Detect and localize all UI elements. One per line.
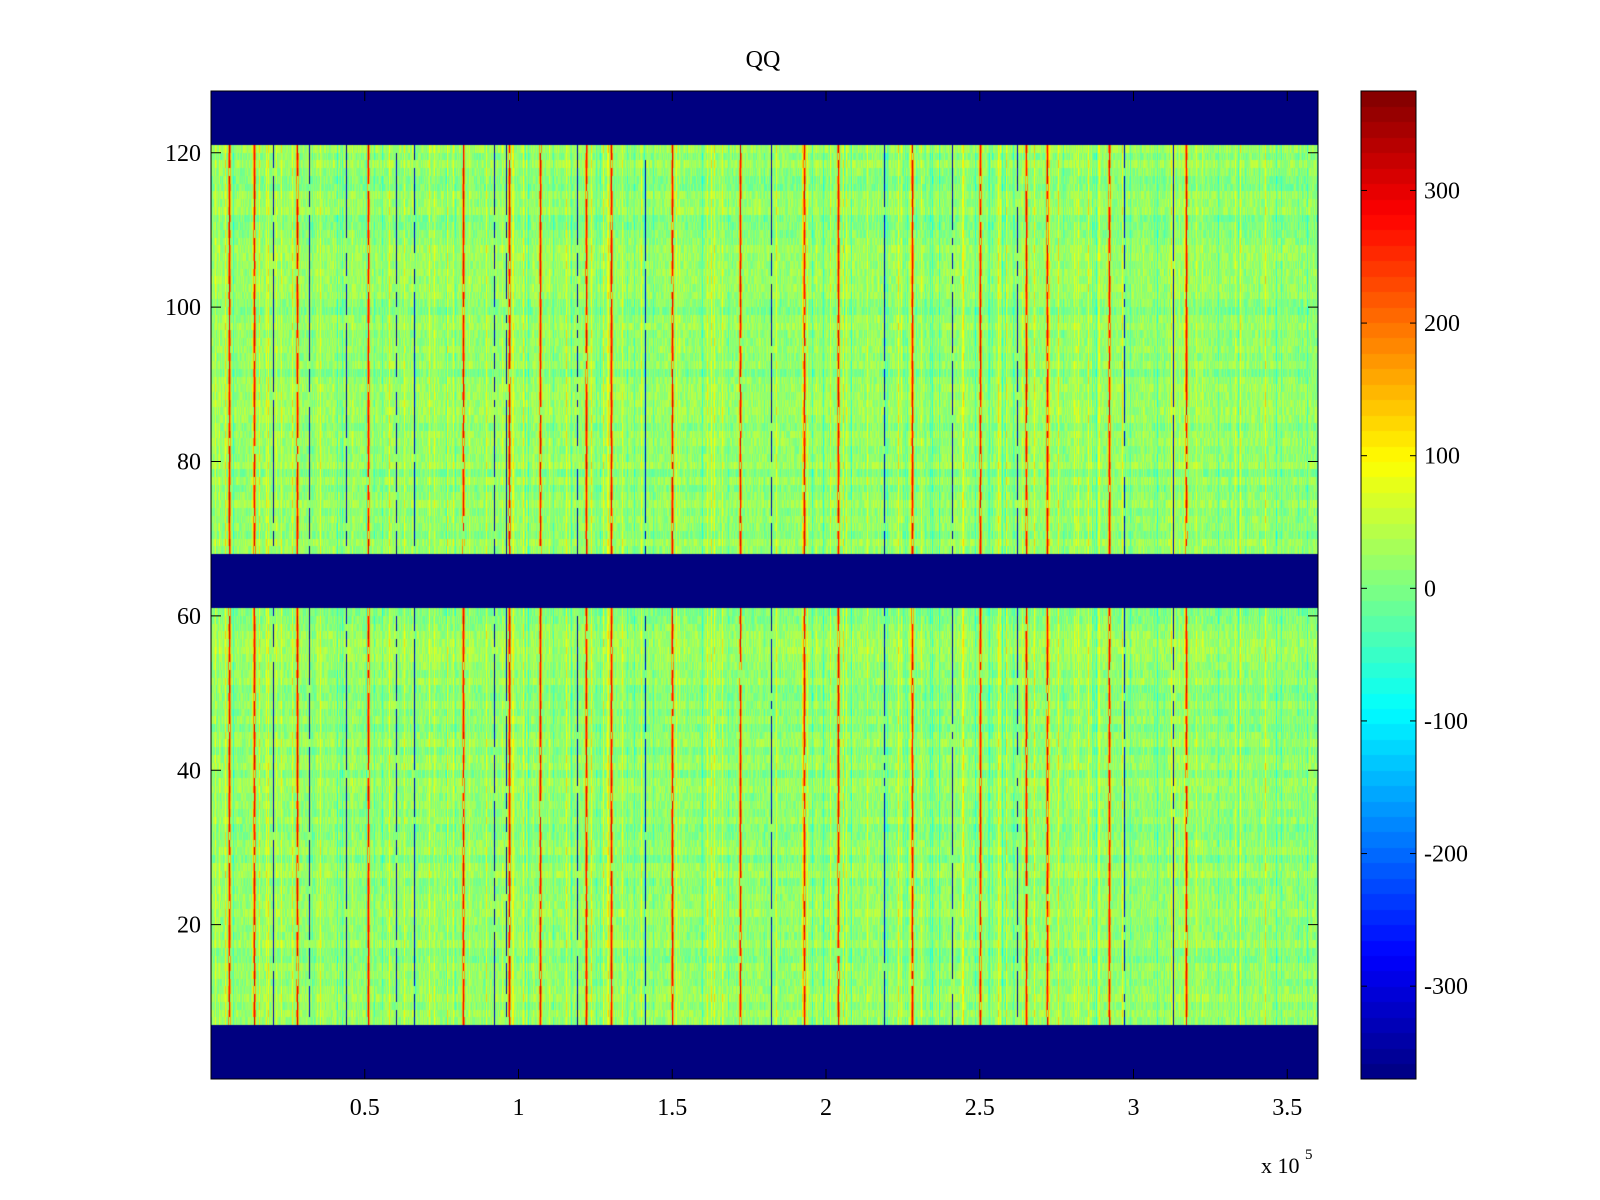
colorbar-gradient: [1361, 91, 1416, 1079]
y-tick-label: 40: [177, 758, 201, 784]
x-tick-label: 2: [820, 1095, 832, 1121]
y-tick-label: 60: [177, 604, 201, 630]
x-tick-label: 3: [1128, 1095, 1140, 1121]
colorbar-tick-label: 300: [1424, 178, 1460, 204]
colorbar-axis: 300 200 100 0 -100 -200 -300: [1361, 178, 1468, 1000]
x-axis: 0.5 1 1.5 2 2.5 3 3.5: [350, 91, 1302, 1121]
x-tick-label: 1: [513, 1095, 525, 1121]
y-axis: 20 40 60 80 100 120: [165, 141, 1318, 939]
x-tick-label: 2.5: [965, 1095, 995, 1121]
x-tick-label: 0.5: [350, 1095, 380, 1121]
colorbar-tick-label: 100: [1424, 444, 1460, 470]
colorbar-tick-label: -100: [1424, 709, 1468, 735]
x-exponent-base: x 10: [1261, 1153, 1300, 1178]
plot-area-frame: [210, 90, 1319, 1080]
chart-title: QQ: [746, 47, 781, 73]
y-tick-label: 80: [177, 450, 201, 476]
heatmap-image: [211, 91, 1318, 1079]
y-tick-label: 100: [165, 295, 201, 321]
x-tick-label: 1.5: [657, 1095, 687, 1121]
colorbar-frame: [1360, 90, 1417, 1080]
colorbar-tick-label: -200: [1424, 842, 1468, 868]
x-tick-label: 3.5: [1272, 1095, 1302, 1121]
x-exponent-power: 5: [1305, 1147, 1313, 1163]
colorbar-tick-label: 200: [1424, 311, 1460, 337]
colorbar-tick-label: 0: [1424, 576, 1436, 602]
y-tick-label: 120: [165, 141, 201, 167]
x-exponent-label: x 10 5: [1261, 1147, 1313, 1178]
y-tick-label: 20: [177, 913, 201, 939]
colorbar-tick-label: -300: [1424, 974, 1468, 1000]
